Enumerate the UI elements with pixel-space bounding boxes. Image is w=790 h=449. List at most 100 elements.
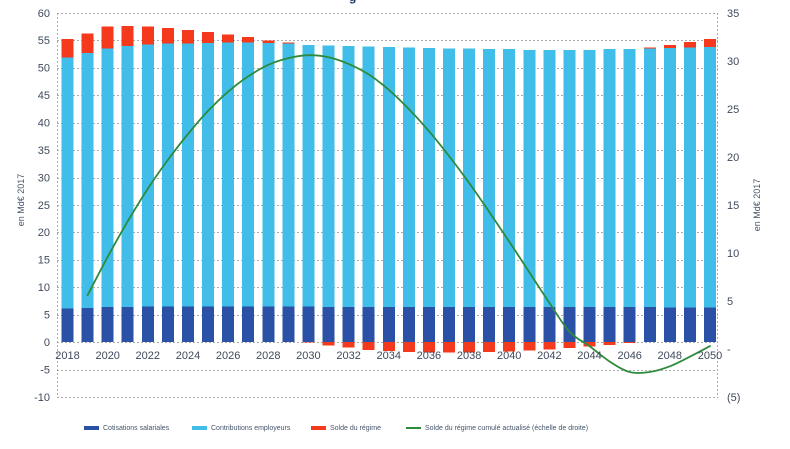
bar-solde xyxy=(302,342,315,343)
left-tick-label: -10 xyxy=(34,392,50,404)
x-axis-labels: 2018 2020 2022 2024 2026 2028 2030 2032 2034 2036… xyxy=(55,350,722,362)
bar-cotisations xyxy=(503,307,516,343)
right-tick-label: 5 xyxy=(727,296,733,308)
bar-cotisations xyxy=(282,306,295,343)
legend-swatch-solde-cumule-line xyxy=(406,427,421,429)
bar-cotisations xyxy=(382,307,395,343)
bar-solde xyxy=(663,44,676,49)
legend-label: Contributions employeurs xyxy=(211,424,291,432)
bar-solde xyxy=(362,342,375,350)
bar-contributions xyxy=(663,48,676,308)
bar-cotisations xyxy=(141,306,154,343)
x-tick-label: 2022 xyxy=(136,350,160,362)
bar-cotisations xyxy=(181,306,194,343)
bar-solde xyxy=(282,42,295,44)
bar-contributions xyxy=(442,48,455,308)
x-tick-label: 2032 xyxy=(336,350,360,362)
bar-cotisations xyxy=(463,307,476,343)
bar-contributions xyxy=(222,42,235,307)
bar-contributions xyxy=(382,47,395,308)
x-tick-label: 2036 xyxy=(417,350,441,362)
legend: Cotisations salariales Contributions emp… xyxy=(0,421,790,437)
x-tick-label: 2020 xyxy=(95,350,119,362)
bar-solde xyxy=(322,342,335,346)
left-tick-label: -5 xyxy=(40,364,50,376)
bar-cotisations xyxy=(483,307,496,343)
bar-solde xyxy=(242,37,255,43)
bar-contributions xyxy=(704,47,716,308)
bar-solde xyxy=(463,342,476,353)
legend-swatch-cotisations-salariales xyxy=(84,426,99,430)
bar-contributions xyxy=(181,43,194,307)
left-tick-label: 0 xyxy=(44,337,50,349)
bar-cotisations xyxy=(262,306,275,343)
bar-contributions xyxy=(121,45,134,308)
bar-cotisations xyxy=(683,307,696,343)
bar-solde xyxy=(222,34,235,43)
bar-cotisations xyxy=(523,307,536,343)
left-tick-label: 45 xyxy=(38,90,50,102)
right-tick-label: 10 xyxy=(727,248,739,260)
bar-contributions xyxy=(422,48,435,308)
bar-contributions xyxy=(282,43,295,307)
left-tick-label: 20 xyxy=(38,227,50,239)
bar-contributions xyxy=(402,47,415,308)
bar-contributions xyxy=(362,46,375,308)
right-tick-label: 30 xyxy=(727,56,739,68)
right-tick-label: 15 xyxy=(727,200,739,212)
bar-solde xyxy=(683,42,696,48)
bars-group xyxy=(61,26,716,353)
bar-solde xyxy=(161,27,174,44)
gridlines xyxy=(57,13,718,398)
x-tick-label: 2034 xyxy=(377,350,401,362)
bar-solde xyxy=(402,342,415,353)
bar-solde xyxy=(523,342,536,351)
x-tick-label: 2050 xyxy=(698,350,722,362)
bar-cotisations xyxy=(643,307,656,343)
legend-swatch-contributions-employeurs xyxy=(192,426,207,430)
legend-swatch-solde-du-regime xyxy=(311,426,326,430)
bar-solde xyxy=(603,342,616,345)
bar-contributions xyxy=(202,43,215,307)
bar-contributions xyxy=(322,45,335,308)
bar-solde xyxy=(503,342,516,352)
bar-solde xyxy=(382,342,395,351)
bar-cotisations xyxy=(402,307,415,343)
bar-solde xyxy=(181,30,194,44)
bar-solde xyxy=(583,342,596,347)
bar-cotisations xyxy=(663,307,676,343)
bar-cotisations xyxy=(563,307,576,343)
left-tick-label: 55 xyxy=(38,35,50,47)
bar-contributions xyxy=(543,49,556,308)
bar-solde xyxy=(342,342,355,348)
right-tick-label: 25 xyxy=(727,104,739,116)
x-tick-label: 2040 xyxy=(497,350,521,362)
left-tick-label: 50 xyxy=(38,63,50,75)
right-tick-label: 35 xyxy=(727,8,739,20)
bar-cotisations xyxy=(603,307,616,343)
left-tick-label: 30 xyxy=(38,172,50,184)
bar-contributions xyxy=(81,53,94,309)
bar-contributions xyxy=(563,49,576,308)
plot-area: 2018 2020 2022 2024 2026 2028 2030 2032 2034 2036… xyxy=(34,8,740,404)
legend-item-cotisations-salariales: Cotisations salariales xyxy=(84,421,169,435)
right-tick-label: 20 xyxy=(727,152,739,164)
legend-item-solde-cumule-actualise: Solde du régime cumulé actualisé (échell… xyxy=(406,421,588,435)
bar-solde xyxy=(101,26,114,49)
bar-contributions xyxy=(623,49,636,308)
bar-solde xyxy=(81,33,94,54)
right-tick-label: - xyxy=(727,344,731,356)
x-tick-label: 2042 xyxy=(537,350,561,362)
clipped-title-text: g xyxy=(349,0,356,4)
bar-solde xyxy=(623,342,636,344)
bar-solde xyxy=(262,40,275,44)
bar-contributions xyxy=(523,49,536,308)
bar-cotisations xyxy=(302,306,315,343)
bar-contributions xyxy=(583,49,596,308)
left-tick-label: 40 xyxy=(38,118,50,130)
bar-solde xyxy=(141,26,154,45)
x-tick-label: 2028 xyxy=(256,350,280,362)
bar-cotisations xyxy=(422,307,435,343)
bar-cotisations xyxy=(342,307,355,343)
